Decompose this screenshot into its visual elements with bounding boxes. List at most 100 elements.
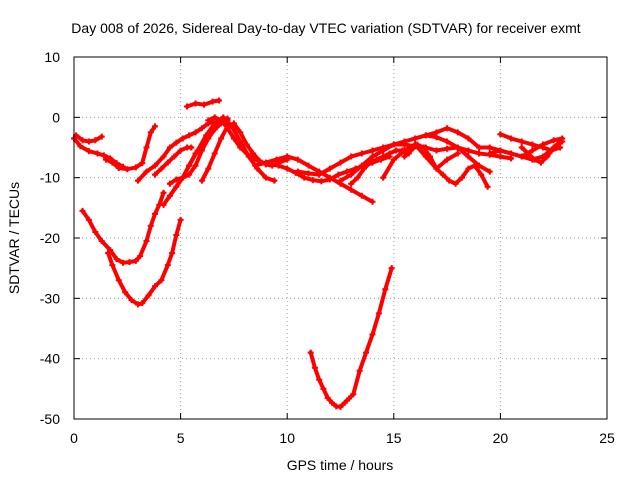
data-point <box>497 153 504 160</box>
data-point <box>243 141 250 148</box>
data-point <box>433 165 440 172</box>
data-point <box>137 253 144 260</box>
data-point <box>390 156 397 163</box>
data-point <box>484 183 491 190</box>
data-point <box>422 132 429 139</box>
data-point <box>508 150 515 157</box>
data-point <box>348 186 355 193</box>
data-point <box>348 153 355 160</box>
data-point <box>311 364 318 371</box>
data-point <box>132 257 139 264</box>
data-point <box>164 262 171 269</box>
data-point <box>459 174 466 181</box>
data-point <box>120 259 127 266</box>
data-point <box>557 144 564 151</box>
data-point <box>350 391 357 398</box>
series-group <box>71 97 566 410</box>
data-point <box>301 174 308 181</box>
data-point <box>250 155 257 162</box>
series-line-track-23 <box>349 148 411 186</box>
data-point <box>79 207 86 214</box>
data-point <box>177 147 184 154</box>
data-point <box>348 180 355 187</box>
data-point <box>152 210 159 217</box>
data-point <box>557 138 564 145</box>
data-point <box>102 156 109 163</box>
data-point <box>363 349 370 356</box>
data-point <box>335 171 342 178</box>
data-point <box>143 168 150 175</box>
data-point <box>328 399 335 406</box>
data-point <box>358 150 365 157</box>
data-point <box>486 144 493 151</box>
data-point <box>109 159 116 166</box>
data-point <box>192 129 199 136</box>
x-axis-label: GPS time / hours <box>287 457 394 473</box>
data-point <box>192 100 199 107</box>
data-point <box>158 165 165 172</box>
data-point <box>79 137 86 144</box>
data-point <box>454 144 461 151</box>
data-point <box>188 144 195 151</box>
data-point <box>220 114 227 121</box>
data-point <box>369 331 376 338</box>
data-point <box>275 162 282 169</box>
ticks: 0 5 10 15 20 25 10 0 -10 -20 -30 -40 -50 <box>40 49 615 446</box>
data-point <box>139 160 146 167</box>
data-point <box>152 283 159 290</box>
data-point <box>465 147 472 154</box>
data-point <box>230 135 237 142</box>
data-point <box>373 156 380 163</box>
data-point <box>211 150 218 157</box>
data-point <box>237 129 244 136</box>
data-point <box>386 150 393 157</box>
data-point <box>152 171 159 178</box>
data-point <box>518 153 525 160</box>
data-point <box>115 277 122 284</box>
data-point <box>262 159 269 166</box>
data-point <box>305 170 312 177</box>
data-point <box>369 198 376 205</box>
data-point <box>388 265 395 272</box>
data-point <box>192 162 199 169</box>
data-point <box>454 129 461 136</box>
data-point <box>380 147 387 154</box>
data-point <box>224 125 231 132</box>
x-tick-label: 5 <box>177 430 185 446</box>
data-point <box>559 135 566 142</box>
data-point <box>531 156 538 163</box>
data-point <box>326 165 333 172</box>
x-tick-label: 20 <box>493 430 509 446</box>
series-line-track-16 <box>381 142 460 180</box>
data-point <box>343 168 350 175</box>
y-tick-label: -40 <box>40 351 60 367</box>
data-point <box>433 129 440 136</box>
data-point <box>85 148 92 155</box>
data-point <box>444 156 451 163</box>
data-point <box>284 165 291 172</box>
data-point <box>348 171 355 178</box>
data-point <box>452 180 459 187</box>
data-point <box>346 395 353 402</box>
y-tick-label: 0 <box>52 109 60 125</box>
data-point <box>367 159 374 166</box>
data-point <box>105 250 112 257</box>
data-point <box>262 174 269 181</box>
data-point <box>122 289 129 296</box>
data-point <box>446 177 453 184</box>
data-point <box>173 183 180 190</box>
data-point <box>218 135 225 142</box>
data-point <box>337 159 344 166</box>
data-point <box>486 150 493 157</box>
data-point <box>209 98 216 105</box>
data-point <box>401 138 408 145</box>
data-point <box>444 145 451 152</box>
data-point <box>550 144 557 151</box>
y-tick-label: -30 <box>40 290 60 306</box>
x-tick-label: 25 <box>599 430 615 446</box>
data-point <box>454 150 461 157</box>
data-point <box>77 143 84 150</box>
data-point <box>444 125 451 132</box>
data-point <box>166 180 173 187</box>
